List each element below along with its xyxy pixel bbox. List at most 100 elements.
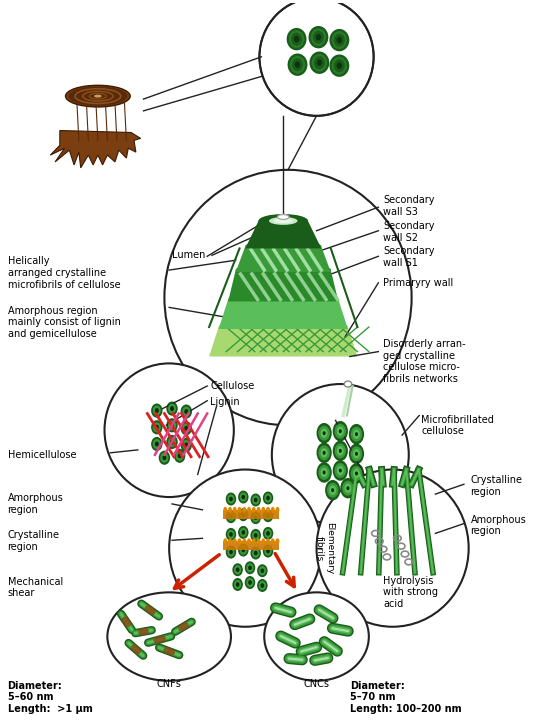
Ellipse shape [250,511,261,524]
Ellipse shape [240,492,247,502]
Ellipse shape [346,487,350,490]
Ellipse shape [252,549,259,557]
Ellipse shape [184,442,188,447]
Ellipse shape [66,85,130,107]
Ellipse shape [264,511,272,521]
Ellipse shape [264,529,272,538]
Ellipse shape [245,561,255,574]
Ellipse shape [245,240,321,253]
Ellipse shape [266,496,270,500]
Ellipse shape [353,429,360,439]
Ellipse shape [153,422,161,432]
Ellipse shape [318,445,330,460]
Ellipse shape [331,488,334,492]
Ellipse shape [323,471,325,474]
Ellipse shape [262,539,265,544]
Ellipse shape [227,530,235,539]
Ellipse shape [257,579,267,592]
Ellipse shape [288,54,308,76]
Ellipse shape [228,291,338,308]
Ellipse shape [155,408,159,413]
Ellipse shape [257,507,260,513]
Ellipse shape [308,26,328,49]
Circle shape [316,470,469,627]
Ellipse shape [323,451,325,455]
Ellipse shape [329,486,336,495]
Text: Secondary
wall S3: Secondary wall S3 [383,195,434,217]
Text: Lumen: Lumen [172,251,205,261]
Ellipse shape [271,507,275,513]
Text: Elementary
fibrils: Elementary fibrils [315,522,334,574]
Ellipse shape [316,423,332,443]
Ellipse shape [318,465,330,480]
Ellipse shape [229,550,233,555]
Ellipse shape [351,426,362,442]
Ellipse shape [228,539,232,544]
Circle shape [105,363,234,497]
Ellipse shape [333,421,348,442]
Ellipse shape [266,549,270,553]
Text: Amorphous
region: Amorphous region [470,515,526,536]
Ellipse shape [291,33,302,46]
Ellipse shape [337,446,344,455]
Ellipse shape [250,494,261,507]
Ellipse shape [252,531,259,540]
Ellipse shape [335,463,346,478]
Ellipse shape [337,62,342,69]
Ellipse shape [271,539,275,544]
Ellipse shape [349,424,364,445]
Ellipse shape [263,492,273,505]
Ellipse shape [257,539,260,544]
Ellipse shape [252,513,259,522]
Ellipse shape [316,34,321,41]
Ellipse shape [266,531,270,536]
Ellipse shape [166,418,178,432]
Ellipse shape [289,30,304,48]
Ellipse shape [254,551,258,555]
Ellipse shape [153,405,161,416]
Ellipse shape [170,423,174,428]
Ellipse shape [219,317,348,337]
Ellipse shape [233,507,237,513]
Text: CNFs: CNFs [157,678,182,689]
Text: Diameter:
5–70 nm
Length: 100–200 nm: Diameter: 5–70 nm Length: 100–200 nm [350,681,461,714]
Ellipse shape [353,449,360,458]
Ellipse shape [242,548,245,552]
Ellipse shape [339,449,342,452]
Ellipse shape [309,51,329,74]
Ellipse shape [258,214,308,228]
Ellipse shape [337,466,344,475]
Ellipse shape [334,33,345,46]
Ellipse shape [290,56,305,74]
Ellipse shape [274,219,293,224]
Ellipse shape [168,437,176,447]
Ellipse shape [238,508,249,521]
Ellipse shape [226,510,236,523]
Ellipse shape [242,539,246,544]
Polygon shape [236,246,331,272]
Ellipse shape [264,592,369,681]
Ellipse shape [227,494,235,504]
Ellipse shape [321,429,328,438]
Text: Secondary
wall S1: Secondary wall S1 [383,246,434,268]
Ellipse shape [226,546,236,558]
Ellipse shape [68,86,127,106]
Ellipse shape [226,528,236,541]
Ellipse shape [155,442,159,447]
Ellipse shape [335,424,346,439]
Ellipse shape [316,442,332,463]
Circle shape [272,384,409,526]
Ellipse shape [254,533,258,538]
Ellipse shape [229,532,233,536]
Ellipse shape [314,56,325,70]
Ellipse shape [240,528,247,537]
Ellipse shape [242,530,245,535]
Text: CNCs: CNCs [303,678,330,689]
Ellipse shape [311,54,327,72]
Text: Hemicellulose: Hemicellulose [8,450,76,460]
Ellipse shape [233,578,243,591]
Ellipse shape [151,403,163,418]
Ellipse shape [349,463,364,484]
Ellipse shape [240,510,247,519]
Ellipse shape [252,507,256,513]
